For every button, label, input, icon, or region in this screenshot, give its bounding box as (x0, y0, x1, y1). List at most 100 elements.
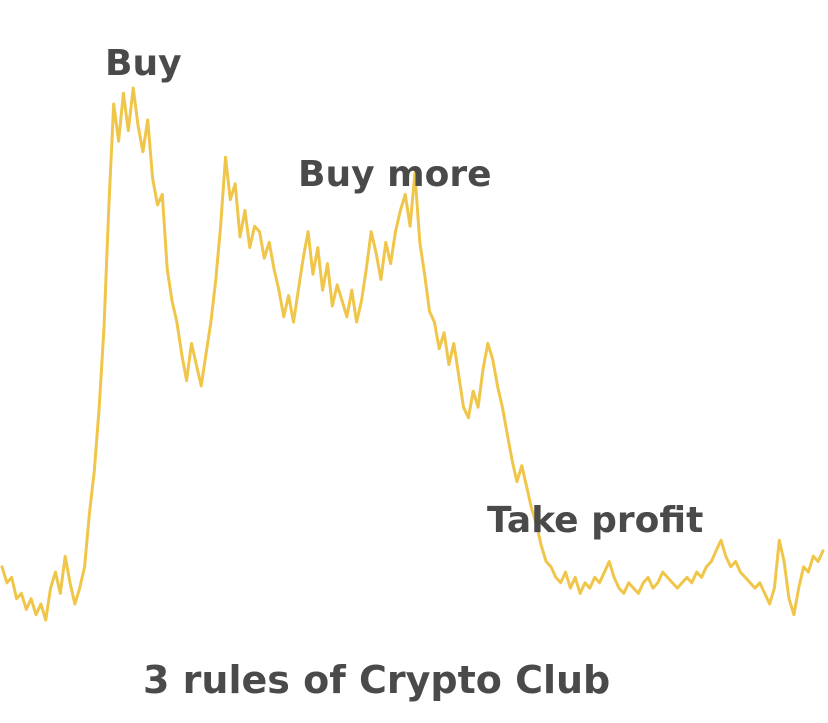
data-point (793, 613, 795, 616)
data-point (491, 358, 494, 361)
data-point (472, 390, 475, 393)
data-point (759, 582, 761, 584)
data-point (399, 209, 402, 212)
data-point (584, 582, 586, 584)
data-point (501, 406, 504, 409)
data-point (389, 262, 392, 265)
data-point (453, 342, 455, 345)
data-point (117, 140, 120, 142)
data-point (618, 587, 620, 589)
data-point (302, 257, 305, 260)
data-point (385, 241, 387, 244)
data-point (210, 321, 212, 323)
data-point (734, 560, 737, 563)
data-point (521, 464, 523, 467)
data-point (608, 560, 610, 563)
data-point (482, 369, 484, 371)
data-point (200, 385, 202, 387)
data-point (788, 597, 790, 600)
data-point (6, 582, 8, 584)
data-point (297, 289, 300, 292)
data-point (725, 555, 727, 557)
data-point (137, 124, 139, 126)
data-point (25, 608, 28, 611)
data-point (657, 582, 659, 584)
data-point (569, 587, 572, 589)
data-point (783, 560, 785, 563)
data-point (661, 571, 664, 573)
data-point (705, 566, 708, 568)
data-point (545, 560, 547, 563)
data-point (691, 582, 693, 584)
data-point (326, 262, 329, 265)
data-point (49, 587, 52, 589)
annotation-buy-more: Buy more (298, 154, 491, 195)
data-point (535, 523, 538, 525)
data-point (278, 289, 280, 292)
data-point (559, 582, 562, 584)
data-point (700, 576, 703, 579)
data-point (98, 406, 100, 409)
data-point (812, 555, 815, 557)
data-point (224, 156, 227, 158)
data-point (258, 230, 261, 233)
data-point (249, 246, 251, 249)
data-point (754, 587, 756, 589)
data-point (44, 619, 47, 621)
data-point (64, 555, 66, 557)
data-point (151, 177, 154, 180)
data-point (817, 560, 819, 563)
data-point (195, 363, 198, 366)
data-point (423, 273, 426, 276)
data-point (307, 230, 309, 233)
data-point (511, 459, 513, 462)
data-point (321, 289, 324, 292)
annotation-buy: Buy (105, 43, 182, 84)
data-point (263, 257, 266, 260)
data-point (530, 507, 533, 510)
data-point (355, 321, 358, 323)
data-point (365, 268, 368, 270)
data-point (496, 385, 499, 387)
data-point (525, 486, 528, 488)
data-point (720, 539, 722, 541)
data-point (360, 300, 363, 302)
data-point (778, 539, 781, 541)
data-point (122, 92, 125, 95)
data-point (370, 230, 373, 233)
data-point (74, 603, 76, 605)
data-point (268, 241, 271, 244)
data-point (93, 470, 96, 472)
data-point (380, 278, 382, 281)
data-point (292, 321, 295, 323)
data-point (35, 613, 37, 616)
data-point (448, 363, 450, 366)
data-point (205, 353, 207, 355)
data-point (108, 204, 110, 206)
data-point (686, 576, 688, 579)
data-point (419, 241, 421, 244)
series-line (0, 86, 825, 622)
data-point (666, 576, 669, 579)
data-point (127, 129, 130, 132)
data-point (647, 576, 649, 579)
data-point (287, 294, 290, 297)
data-point (409, 225, 411, 228)
data-point (336, 284, 339, 286)
data-point (244, 209, 246, 212)
data-point (564, 571, 567, 573)
data-point (589, 587, 591, 589)
data-point (467, 417, 470, 419)
data-point (457, 374, 460, 377)
data-point (433, 321, 436, 323)
data-point (763, 592, 766, 595)
data-point (749, 582, 751, 584)
data-point (414, 172, 416, 174)
data-point (627, 582, 630, 584)
data-point (375, 252, 377, 254)
data-point (176, 321, 178, 323)
data-point (676, 587, 679, 589)
data-point (579, 592, 581, 595)
